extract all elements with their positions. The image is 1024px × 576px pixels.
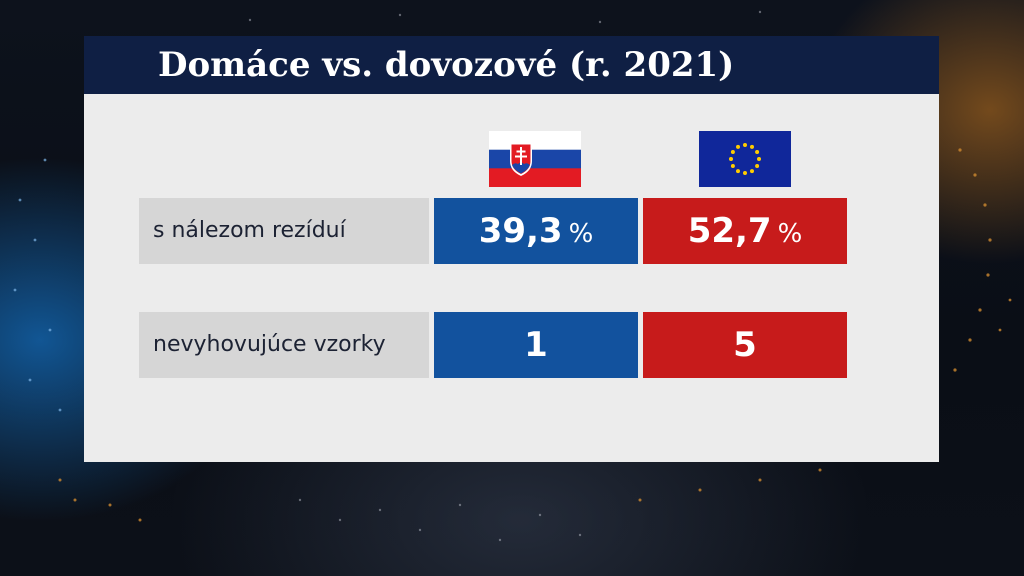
value-text: 1 xyxy=(524,325,548,365)
title-bar: Domáce vs. dovozové (r. 2021) xyxy=(84,36,939,94)
page-title: Domáce vs. dovozové (r. 2021) xyxy=(158,45,735,85)
value-text: 39,3 xyxy=(478,211,563,251)
percent-unit: % xyxy=(568,219,594,249)
imported-residues-value: 52,7% xyxy=(643,198,847,264)
eu-flag-icon xyxy=(699,131,791,187)
value-text: 52,7 xyxy=(687,211,772,251)
domestic-residues-value: 39,3% xyxy=(434,198,638,264)
value-text: 5 xyxy=(733,325,757,365)
infographic-panel: Domáce vs. dovozové (r. 2021) s nál xyxy=(84,36,939,462)
domestic-noncompliant-value: 1 xyxy=(434,312,638,378)
percent-unit: % xyxy=(777,219,803,249)
row-label-noncompliant: nevyhovujúce vzorky xyxy=(139,312,429,378)
row-label-residues: s nálezom rezíduí xyxy=(139,198,429,264)
slovakia-flag-icon xyxy=(489,131,581,187)
imported-noncompliant-value: 5 xyxy=(643,312,847,378)
